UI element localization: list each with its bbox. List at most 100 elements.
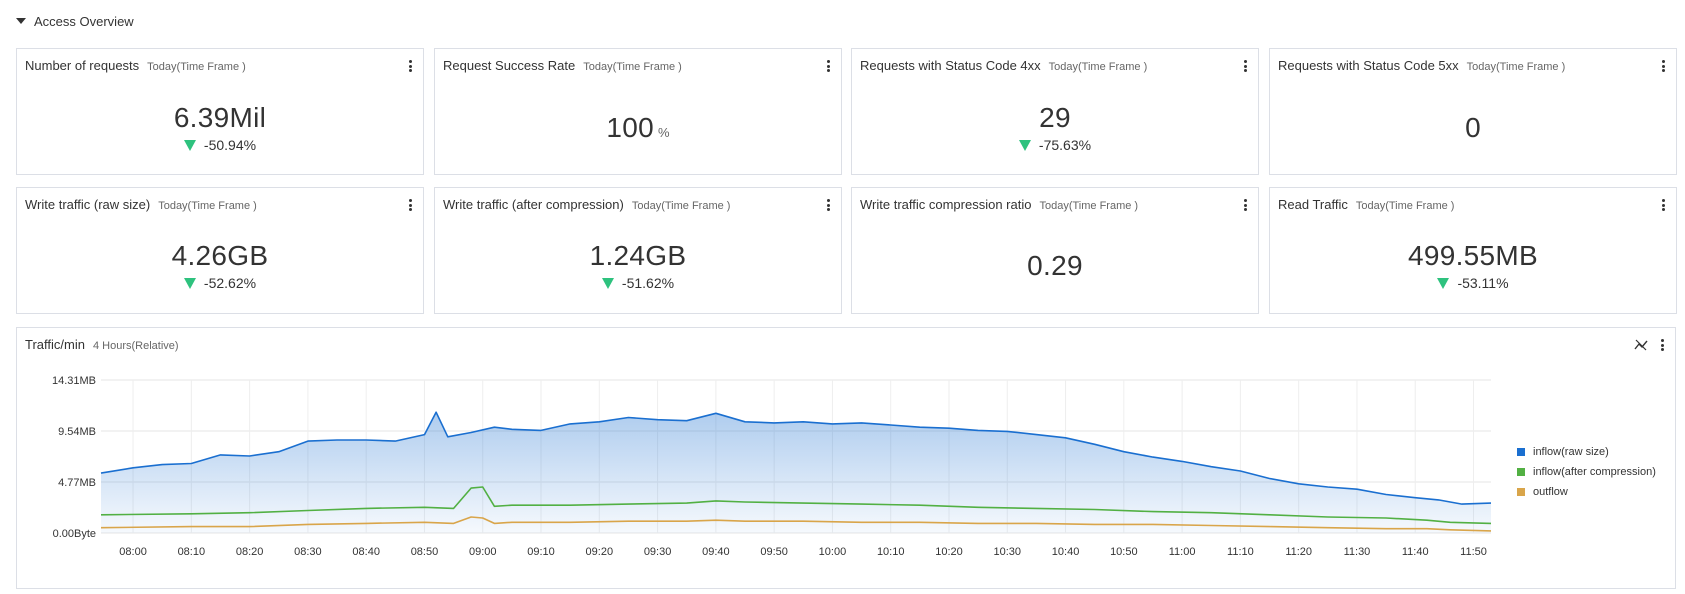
x-tick-label: 11:20 [1285, 546, 1312, 558]
delta-row: -51.62% [435, 275, 841, 291]
x-tick-label: 09:50 [760, 546, 788, 558]
delta-row: -52.62% [17, 275, 423, 291]
card-title: Write traffic compression ratio [860, 197, 1032, 212]
legend-swatch [1517, 488, 1525, 496]
series-line-outflow[interactable] [100, 516, 1492, 532]
metric-value: 6.39Mil [173, 102, 267, 133]
metric-value: 0 [1465, 112, 1481, 143]
x-tick-label: 08:30 [294, 546, 322, 558]
x-tick-label: 10:30 [994, 546, 1022, 558]
card-number-of-requests: Number of requests Today(Time Frame ) 6.3… [16, 48, 424, 175]
series-line-inflow_raw[interactable] [100, 411, 1492, 505]
x-tick-label: 10:00 [819, 546, 847, 558]
more-menu-icon[interactable] [405, 197, 415, 213]
card-subtitle: Today(Time Frame ) [1048, 61, 1148, 73]
metric-value: 499.55MB [1407, 240, 1539, 271]
y-tick-label: 14.31MB [52, 375, 96, 387]
card-title: Write traffic (after compression) [443, 197, 624, 212]
x-tick-label: 10:40 [1052, 546, 1080, 558]
metric-unit: % [658, 125, 670, 140]
trend-down-icon [183, 278, 196, 289]
card-subtitle: Today(Time Frame ) [583, 61, 682, 73]
legend-item-outflow[interactable]: outflow [1517, 482, 1656, 502]
x-tick-label: 10:10 [877, 546, 905, 558]
x-tick-label: 11:40 [1402, 546, 1429, 558]
y-tick-label: 0.00Byte [53, 528, 96, 540]
trend-down-icon [1018, 140, 1031, 151]
y-tick-label: 4.77MB [58, 477, 96, 489]
x-tick-label: 11:50 [1460, 546, 1487, 558]
legend-label: inflow(after compression) [1533, 466, 1656, 478]
more-menu-icon[interactable] [823, 197, 833, 213]
more-menu-icon[interactable] [1240, 58, 1250, 74]
card-read-traffic: Read Traffic Today(Time Frame ) 499.55MB … [1269, 187, 1677, 314]
x-tick-label: 11:00 [1169, 546, 1196, 558]
delta-value: -75.63% [1038, 137, 1092, 153]
legend-swatch [1517, 468, 1525, 476]
x-tick-label: 10:20 [935, 546, 963, 558]
traffic-chart: 0.00Byte 4.77MB 9.54MB 14.31MB 08:00 08:10 08:… [52, 375, 1492, 558]
series-area-inflow_raw [101, 412, 1491, 533]
more-menu-icon[interactable] [405, 58, 415, 74]
delta-value: -50.94% [203, 137, 257, 153]
chart-title: Traffic/min [25, 337, 85, 352]
legend-item-inflow-compressed[interactable]: inflow(after compression) [1517, 462, 1656, 482]
card-subtitle: Today(Time Frame ) [1039, 200, 1139, 212]
section-title: Access Overview [34, 13, 134, 29]
metric-value: 4.26GB [171, 240, 269, 271]
card-title: Write traffic (raw size) [25, 197, 151, 212]
metric-value: 0.29 [1027, 250, 1083, 281]
x-tick-label: 08:10 [178, 546, 206, 558]
chart-subtitle: 4 Hours(Relative) [92, 340, 179, 352]
section-toggle-access-overview[interactable]: Access Overview [16, 11, 134, 31]
more-menu-icon[interactable] [1657, 337, 1667, 353]
card-title: Requests with Status Code 4xx [860, 58, 1041, 73]
x-tick-label: 08:20 [236, 546, 264, 558]
card-title: Requests with Status Code 5xx [1278, 58, 1459, 73]
chart-legend: inflow(raw size) inflow(after compressio… [1517, 442, 1656, 502]
card-subtitle: Today(Time Frame ) [147, 61, 246, 73]
x-tick-label: 09:40 [702, 546, 730, 558]
legend-item-inflow-raw[interactable]: inflow(raw size) [1517, 442, 1656, 462]
delta-value: -51.62% [621, 275, 675, 291]
y-tick-label: 9.54MB [58, 426, 96, 438]
legend-label: outflow [1533, 486, 1568, 498]
card-request-success-rate: Request Success Rate Today(Time Frame ) 1… [434, 48, 842, 175]
delta-row: -53.11% [1270, 275, 1676, 291]
metric-value: 1.24GB [589, 240, 687, 271]
x-tick-label: 08:00 [119, 546, 147, 558]
more-menu-icon[interactable] [1240, 197, 1250, 213]
card-subtitle: Today(Time Frame ) [1355, 200, 1455, 212]
more-menu-icon[interactable] [1658, 197, 1668, 213]
x-tick-label: 08:50 [411, 546, 439, 558]
x-tick-label: 09:20 [586, 546, 614, 558]
legend-swatch [1517, 448, 1525, 456]
series-line-inflow_comp[interactable] [100, 486, 1492, 525]
chart-card-traffic: Traffic/min 4 Hours(Relative) 0.00Byte 4.7… [16, 327, 1676, 589]
card-title: Number of requests [25, 58, 140, 73]
x-tick-label: 10:50 [1110, 546, 1138, 558]
delta-row: -75.63% [852, 137, 1258, 153]
x-tick-label: 11:30 [1344, 546, 1371, 558]
more-menu-icon[interactable] [1658, 58, 1668, 74]
trend-toggle-icon[interactable] [1633, 337, 1649, 353]
card-subtitle: Today(Time Frame ) [158, 200, 257, 212]
card-title: Request Success Rate [443, 58, 576, 73]
metric-value: 100 [606, 112, 655, 143]
x-tick-label: 09:30 [644, 546, 672, 558]
x-tick-label: 09:10 [527, 546, 555, 558]
card-write-traffic-compressed: Write traffic (after compression) Today(T… [434, 187, 842, 314]
card-status-4xx: Requests with Status Code 4xx Today(Time … [851, 48, 1259, 175]
x-tick-label: 08:40 [352, 546, 380, 558]
more-menu-icon[interactable] [823, 58, 833, 74]
metric-value: 29 [1039, 102, 1071, 133]
x-tick-label: 11:10 [1227, 546, 1254, 558]
trend-down-icon [601, 278, 614, 289]
delta-value: -53.11% [1457, 275, 1509, 291]
delta-value: -52.62% [203, 275, 257, 291]
trend-down-icon [183, 140, 196, 151]
trend-down-icon [1437, 278, 1450, 289]
card-write-traffic-raw: Write traffic (raw size) Today(Time Frame… [16, 187, 424, 314]
card-subtitle: Today(Time Frame ) [631, 200, 731, 212]
delta-row: -50.94% [17, 137, 423, 153]
